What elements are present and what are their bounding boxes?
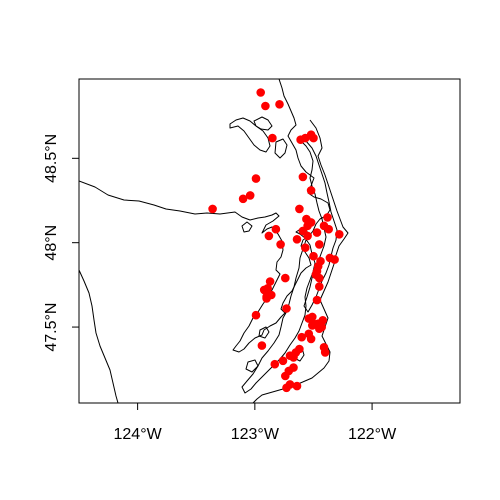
data-point: [282, 304, 291, 313]
observation-points: [208, 88, 344, 393]
data-point: [271, 224, 281, 234]
data-point: [292, 381, 302, 391]
whidbey-island-coastline: [299, 139, 338, 313]
data-point: [330, 255, 339, 264]
x-tick-label: 124°W: [114, 426, 163, 443]
x-tick-label: 122°W: [348, 426, 397, 443]
data-point: [268, 133, 277, 143]
data-point: [335, 230, 344, 239]
data-point: [296, 135, 305, 144]
data-point: [301, 243, 310, 252]
data-point: [251, 310, 261, 320]
data-point: [261, 101, 270, 111]
west-coastline: [79, 269, 119, 403]
data-point: [264, 231, 274, 241]
data-point: [262, 294, 271, 303]
island-6: [245, 359, 259, 373]
data-point: [257, 341, 267, 350]
olympic-peninsula-coastline: [79, 79, 331, 353]
data-point: [309, 133, 318, 143]
data-point: [315, 240, 324, 249]
x-axis: 124°W 123°W 122°W: [114, 403, 397, 443]
data-point: [315, 282, 324, 291]
data-point: [298, 172, 308, 182]
data-point: [306, 186, 316, 195]
data-point: [281, 371, 290, 381]
map-panel: [79, 79, 349, 403]
data-point: [303, 231, 312, 241]
data-point: [312, 295, 322, 305]
data-point: [278, 356, 288, 366]
island-1: [253, 116, 273, 131]
data-point: [245, 191, 255, 200]
island-4: [258, 326, 270, 339]
data-point: [208, 204, 217, 214]
data-point: [309, 251, 318, 261]
data-point: [289, 353, 298, 362]
data-point: [320, 348, 330, 357]
data-point: [308, 321, 317, 330]
data-point: [315, 324, 324, 334]
island-3: [241, 221, 253, 233]
data-point: [256, 88, 266, 97]
data-point: [315, 273, 324, 283]
plot-frame: [78, 78, 461, 404]
data-point: [251, 174, 261, 183]
data-point: [270, 359, 280, 369]
data-point: [297, 332, 307, 342]
kitsap-peninsula-coastline: [241, 227, 316, 394]
y-axis: 47.5°N 48°N 48.5°N: [43, 134, 79, 352]
data-point: [281, 273, 290, 283]
san-juan-islands-coastline: [229, 117, 271, 153]
y-tick-label: 48°N: [43, 225, 60, 261]
data-point: [282, 383, 291, 393]
data-point: [238, 194, 248, 204]
data-point: [276, 240, 285, 249]
data-point: [306, 334, 316, 344]
data-point: [295, 204, 304, 214]
x-tick-label: 123°W: [231, 426, 280, 443]
data-point: [292, 235, 302, 244]
data-point: [324, 224, 334, 234]
coastline-layer: [79, 79, 349, 403]
data-point: [312, 228, 322, 237]
data-point: [275, 100, 284, 109]
data-point: [323, 213, 332, 222]
y-tick-label: 47.5°N: [43, 303, 60, 352]
y-tick-label: 48.5°N: [43, 134, 60, 183]
island-2: [274, 138, 288, 159]
